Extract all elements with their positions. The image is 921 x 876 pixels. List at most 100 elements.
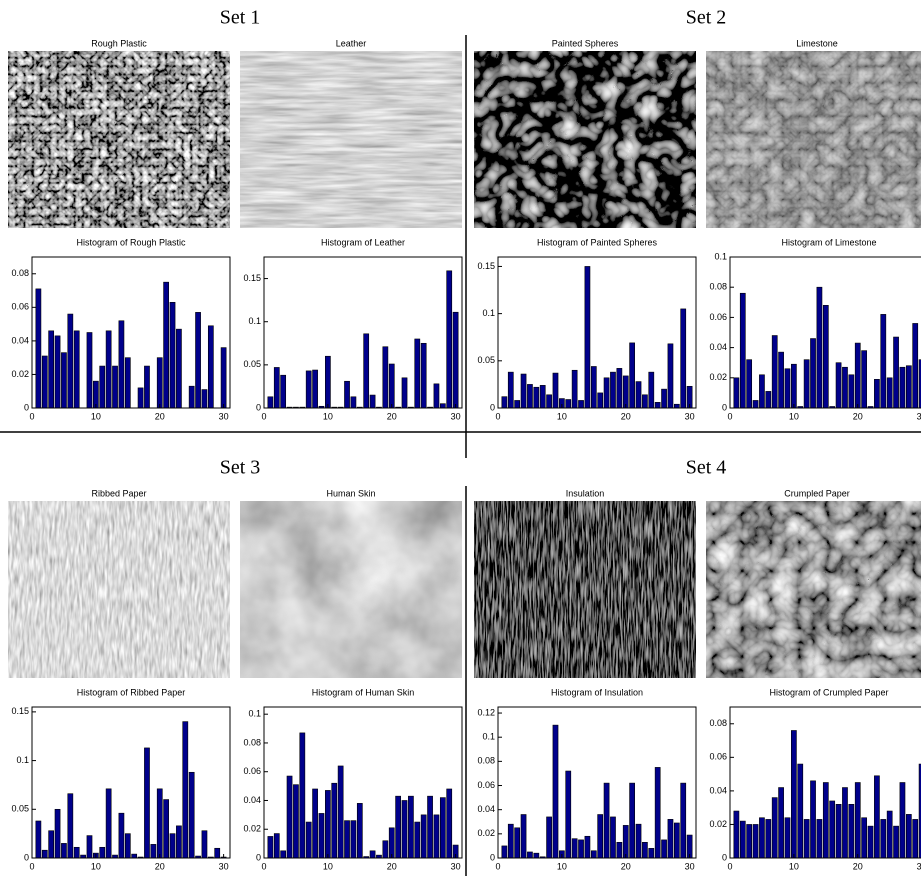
bar	[778, 787, 784, 859]
x-tick-label: 10	[789, 861, 799, 871]
texture-image	[8, 51, 230, 228]
bar	[137, 387, 144, 409]
bar	[201, 389, 208, 409]
x-tick-label: 30	[219, 411, 229, 421]
x-tick-label: 10	[323, 411, 333, 421]
bar	[99, 846, 106, 859]
y-tick-label: 0.04	[709, 342, 727, 352]
x-tick-label: 0	[495, 411, 500, 421]
bar	[816, 286, 823, 409]
bar	[810, 780, 816, 859]
bar	[408, 795, 414, 859]
bar	[507, 823, 514, 859]
bar	[299, 732, 306, 859]
bar	[118, 812, 125, 859]
y-tick-label: 0.06	[709, 312, 727, 322]
bar	[369, 850, 376, 859]
bar	[546, 394, 552, 409]
y-tick-label: 0.15	[11, 706, 29, 716]
bar	[590, 850, 597, 859]
chart-title: Histogram of Insulation	[551, 687, 643, 697]
y-tick-label: 0.15	[477, 261, 495, 271]
bar	[791, 363, 797, 409]
bar	[565, 770, 572, 859]
bar	[610, 371, 616, 409]
bar	[331, 782, 338, 859]
texture-title: Rough Plastic	[91, 38, 147, 48]
bar	[739, 820, 746, 859]
bar	[635, 823, 642, 859]
bar	[144, 747, 150, 859]
bar	[514, 400, 521, 409]
axes-box	[263, 256, 463, 409]
y-tick-label: 0	[24, 852, 29, 862]
chart-title: Histogram of Rough Plastic	[76, 237, 186, 247]
bar	[803, 819, 810, 859]
y-tick-label: 0	[256, 402, 261, 412]
chart-title: Histogram of Painted Spheres	[537, 237, 658, 247]
y-tick-label: 0	[722, 402, 727, 412]
bar	[880, 819, 887, 859]
axes-box	[497, 706, 697, 859]
bar	[629, 782, 635, 859]
bar	[207, 325, 214, 409]
texture-title: Leather	[336, 38, 367, 48]
bar	[286, 775, 293, 859]
bar	[765, 819, 772, 859]
bar	[501, 396, 508, 409]
bar	[41, 849, 48, 859]
bar	[746, 359, 753, 409]
bar	[520, 814, 527, 859]
texture-image	[474, 51, 696, 228]
bar	[182, 721, 189, 859]
bar	[73, 846, 80, 859]
x-tick-label: 20	[621, 861, 631, 871]
chart-title: Histogram of Limestone	[781, 237, 876, 247]
bar	[835, 804, 842, 859]
bar	[552, 372, 559, 409]
y-tick-label: 0.1	[248, 709, 261, 719]
bar	[842, 787, 848, 859]
bar	[784, 817, 791, 859]
bar	[201, 830, 208, 859]
y-tick-label: 0.02	[709, 372, 727, 382]
bar	[673, 822, 680, 859]
y-tick-label: 0.08	[709, 718, 727, 728]
bar	[854, 782, 861, 859]
bar	[874, 379, 880, 409]
bar	[784, 368, 791, 409]
texture-title: Crumpled Paper	[784, 488, 850, 498]
bar	[546, 816, 552, 859]
bar	[280, 374, 287, 409]
x-tick-label: 0	[727, 411, 732, 421]
axes-box	[31, 256, 231, 409]
bar	[899, 782, 906, 859]
bar	[648, 848, 655, 859]
bar	[118, 320, 125, 409]
bar	[267, 396, 274, 409]
bar	[616, 368, 623, 409]
bar	[667, 343, 674, 409]
bar	[305, 821, 312, 859]
x-tick-label: 10	[323, 861, 333, 871]
bar	[752, 400, 759, 409]
axes-box	[31, 706, 231, 859]
bar	[446, 788, 453, 859]
x-tick-label: 10	[557, 411, 567, 421]
bar	[86, 835, 93, 859]
bar	[584, 266, 591, 409]
bar	[420, 814, 427, 859]
bar	[673, 403, 680, 409]
bar	[603, 782, 610, 859]
bar	[54, 808, 61, 859]
bar	[648, 371, 655, 409]
bar	[382, 840, 389, 859]
y-tick-label: 0.06	[243, 766, 261, 776]
bar	[273, 833, 280, 859]
x-tick-label: 30	[451, 411, 461, 421]
bar	[433, 383, 440, 409]
y-tick-label: 0	[490, 852, 495, 862]
set-title: Set 2	[686, 7, 727, 29]
bar	[854, 342, 861, 409]
